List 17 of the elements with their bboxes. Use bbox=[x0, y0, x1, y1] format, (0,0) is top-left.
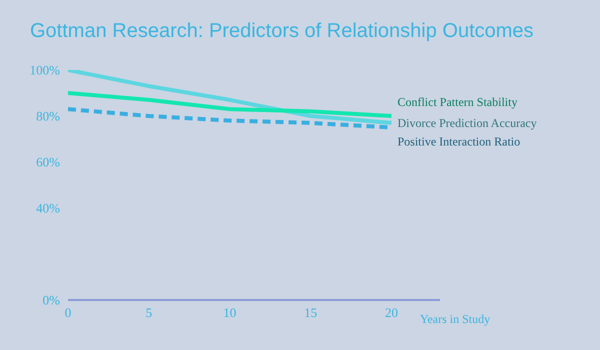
y-tick-label: 0% bbox=[42, 292, 60, 308]
series-label: Divorce Prediction Accuracy bbox=[397, 116, 537, 130]
x-tick-label: 20 bbox=[384, 305, 398, 320]
x-tick-label: 0 bbox=[64, 305, 72, 320]
y-tick-label: 80% bbox=[36, 108, 60, 124]
line-series bbox=[68, 91, 394, 118]
x-tick-label: 10 bbox=[223, 305, 236, 320]
y-tick-label: 100% bbox=[30, 62, 60, 78]
series-label: Positive Interaction Ratio bbox=[397, 134, 520, 148]
chart-title: Gottman Research: Predictors of Relationship Outcomes bbox=[30, 20, 534, 43]
x-tick-label: 15 bbox=[304, 305, 318, 320]
x-tick-label: 5 bbox=[146, 305, 152, 320]
line-series bbox=[68, 70, 394, 125]
y-tick-label: 60% bbox=[36, 154, 60, 170]
x-axis-title: Years in Study bbox=[420, 312, 490, 327]
y-tick-label: 40% bbox=[36, 200, 60, 216]
series-label: Conflict Pattern Stability bbox=[397, 95, 518, 109]
